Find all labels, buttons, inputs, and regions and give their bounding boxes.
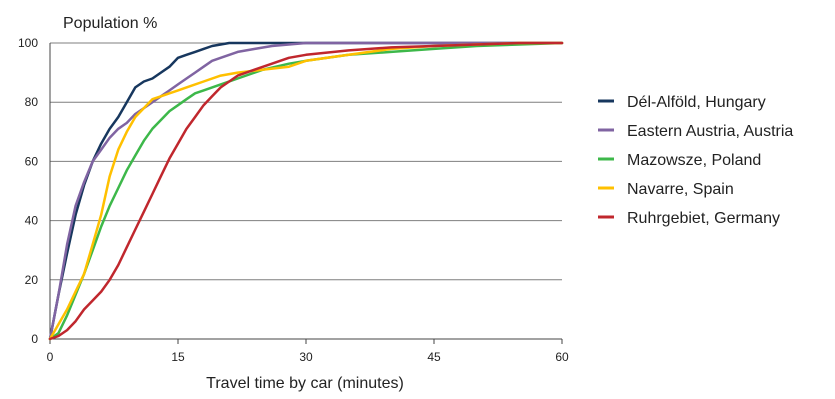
y-tick-label: 20 bbox=[25, 273, 39, 287]
x-tick-label: 45 bbox=[427, 350, 441, 364]
x-tick-label: 15 bbox=[171, 350, 185, 364]
gridlines bbox=[49, 42, 563, 344]
y-tick-labels: 0 20 40 60 80 100 bbox=[18, 36, 38, 346]
legend-label-5: Ruhrgebiet, Germany bbox=[627, 210, 780, 227]
legend-label-4: Navarre, Spain bbox=[627, 181, 734, 198]
x-tick-label: 30 bbox=[299, 350, 313, 364]
series-line-4 bbox=[48, 41, 564, 341]
x-tick-labels: 0 15 30 45 60 bbox=[47, 350, 569, 364]
series-lines bbox=[48, 41, 564, 341]
legend-label-3: Mazowsze, Poland bbox=[627, 152, 761, 169]
y-tick-label: 40 bbox=[25, 214, 39, 228]
series-line-1 bbox=[48, 41, 564, 341]
series-line-3 bbox=[48, 41, 564, 341]
y-tick-label: 100 bbox=[18, 36, 38, 50]
y-tick-label: 60 bbox=[25, 154, 39, 168]
y-tick-label: 80 bbox=[25, 95, 39, 109]
series-line-5 bbox=[48, 41, 564, 341]
x-tick-label: 0 bbox=[47, 350, 54, 364]
legend: Dél-Alföld, Hungary Eastern Austria, Aust… bbox=[598, 94, 793, 227]
legend-label-1: Dél-Alföld, Hungary bbox=[627, 94, 766, 111]
y-tick-label: 0 bbox=[31, 332, 38, 346]
x-axis-title: Travel time by car (minutes) bbox=[206, 375, 404, 392]
y-axis-title: Population % bbox=[63, 15, 157, 32]
legend-label-2: Eastern Austria, Austria bbox=[627, 123, 793, 140]
series-line-2 bbox=[48, 41, 564, 341]
x-tick-label: 60 bbox=[555, 350, 569, 364]
